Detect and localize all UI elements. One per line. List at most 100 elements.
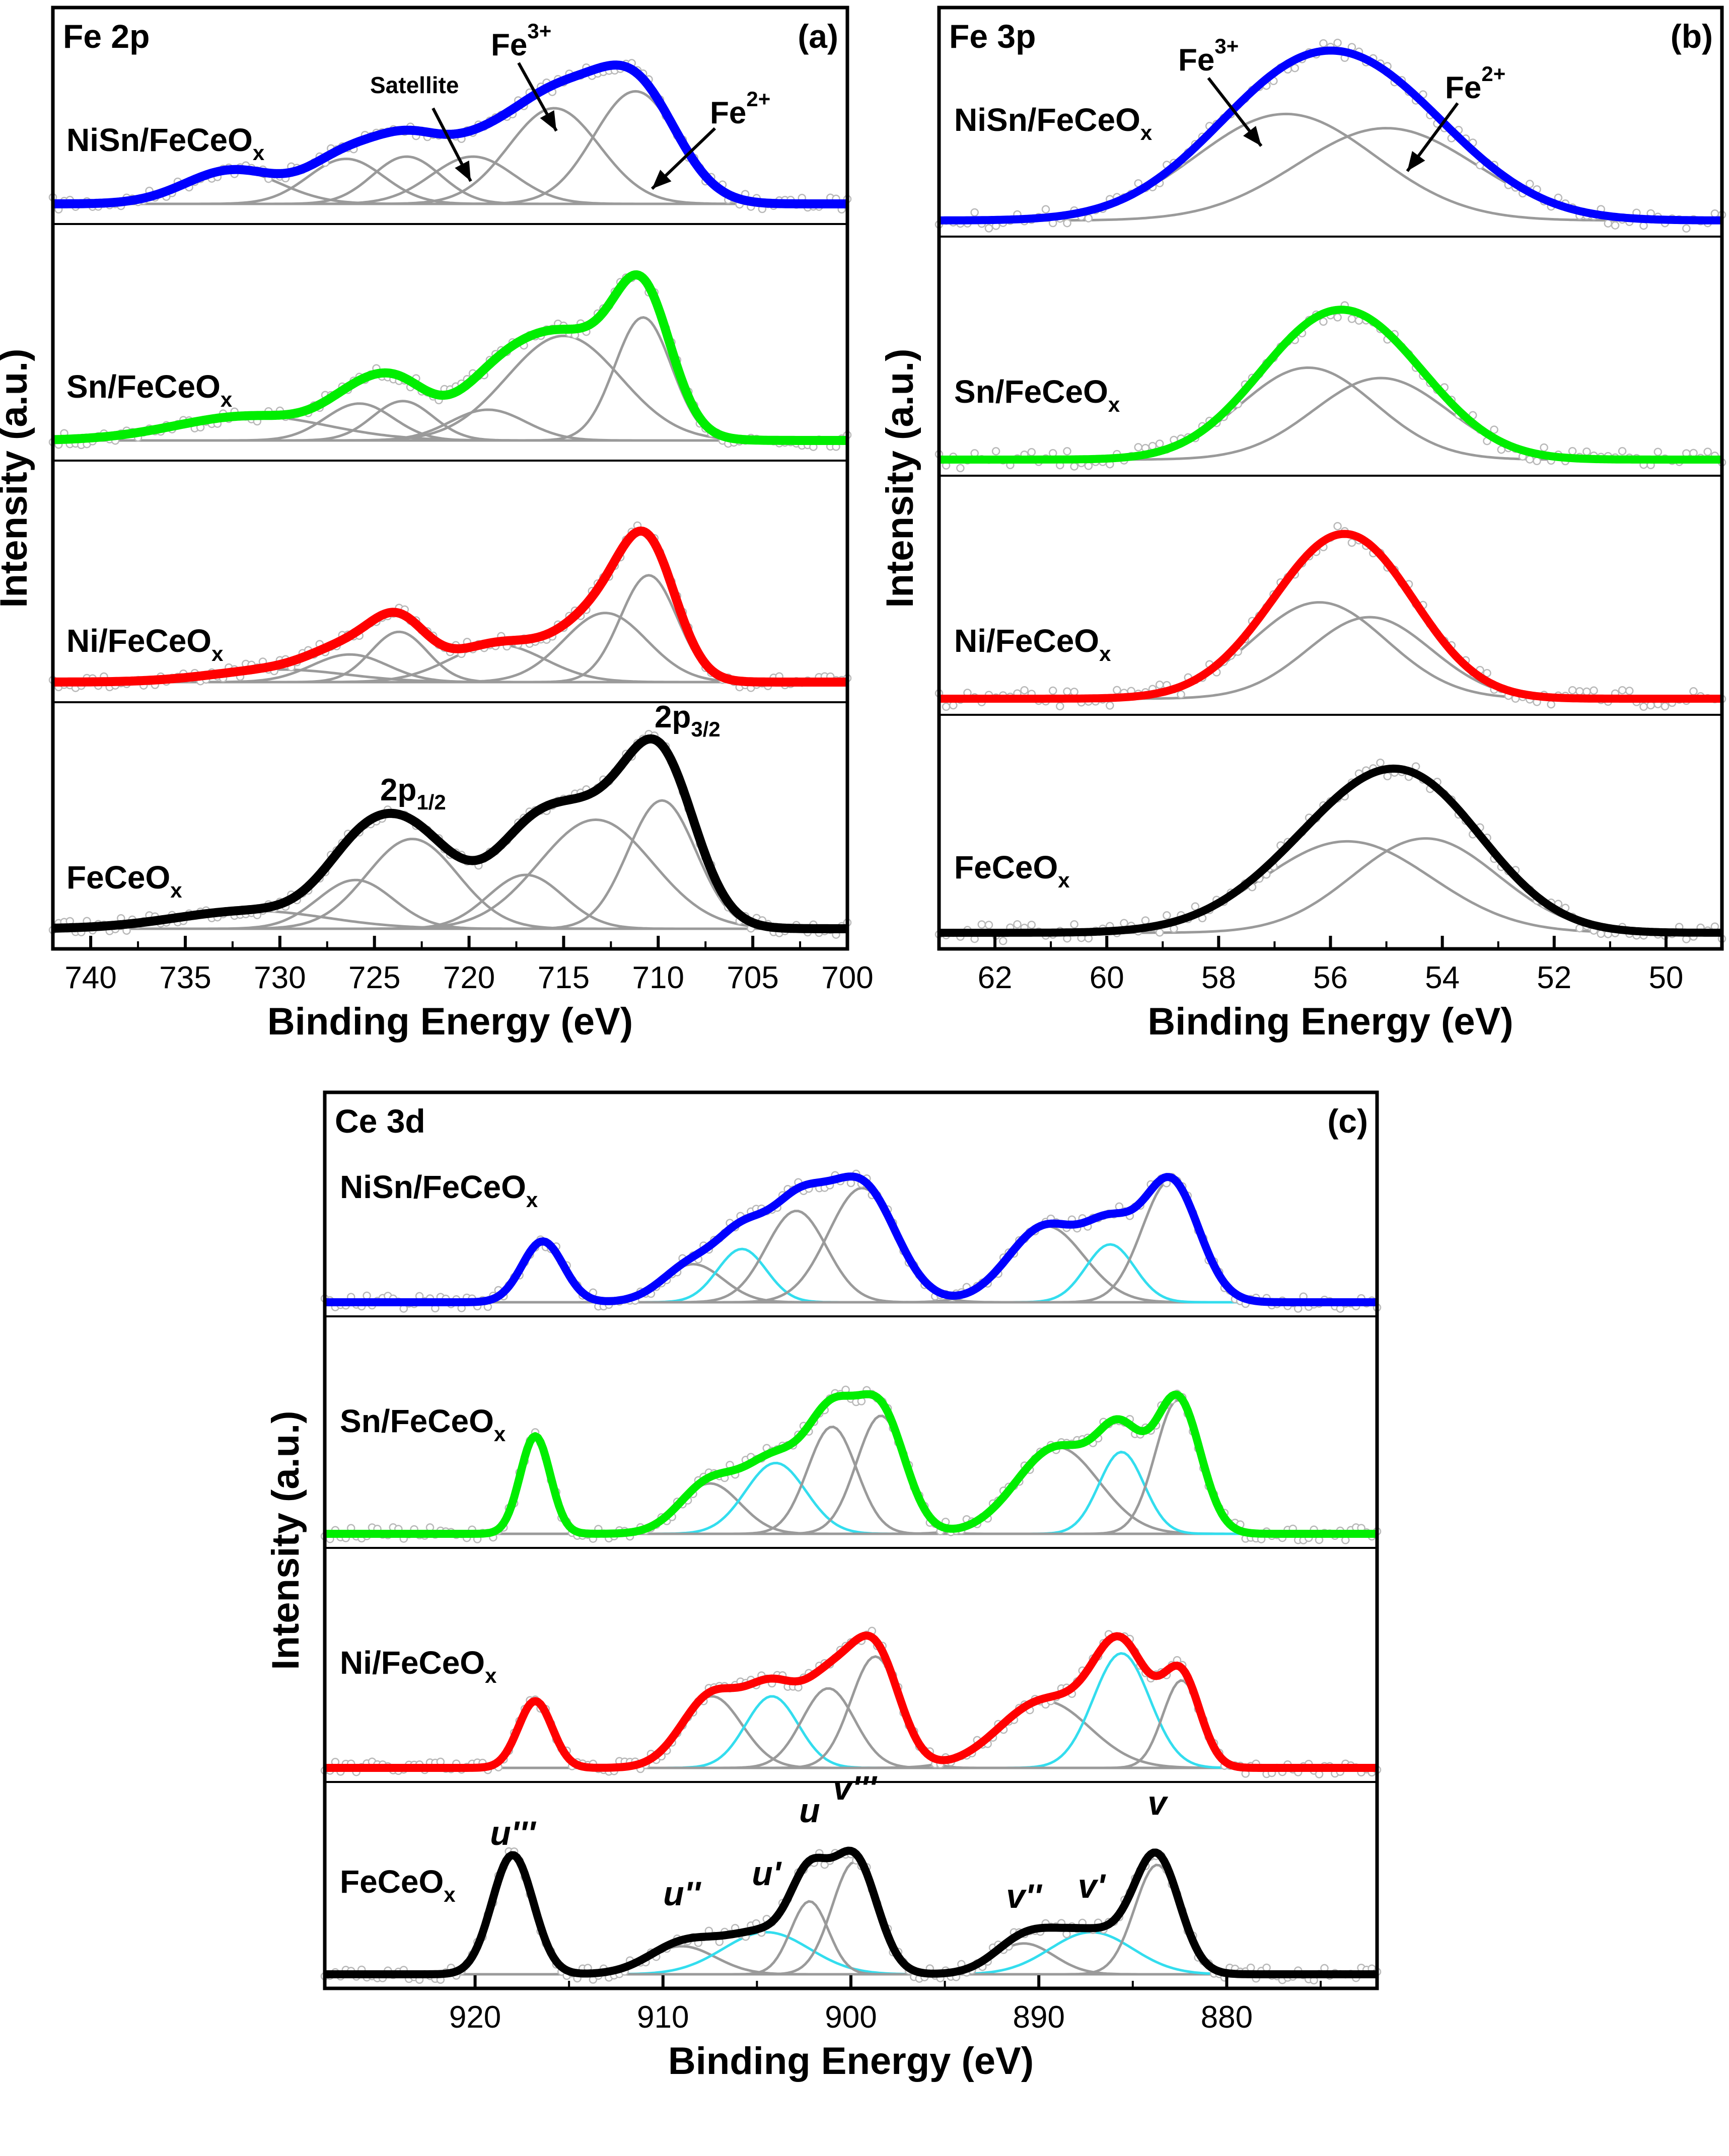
fit-envelope	[323, 1390, 1379, 1538]
x-axis-label: Binding Energy (eV)	[267, 1000, 633, 1043]
series-sn-feceox: Sn/FeCeOx	[934, 301, 1726, 473]
component-peak	[325, 1461, 1377, 1535]
data-point	[1141, 916, 1150, 925]
panel-title: Fe 3p	[949, 18, 1036, 55]
data-point	[363, 1291, 371, 1300]
data-point	[1177, 690, 1185, 699]
data-point	[1618, 686, 1627, 695]
data-point	[1020, 686, 1029, 695]
data-point	[1084, 462, 1093, 470]
component-peak	[325, 1861, 1377, 1976]
data-point	[1376, 758, 1385, 767]
fit-envelope	[50, 60, 850, 208]
series-nisn-feceox: NiSn/FeCeOx	[934, 38, 1726, 233]
series-sn-feceox: Sn/FeCeOx	[320, 1385, 1382, 1544]
annotation-fe2plus: Fe2+	[1445, 62, 1505, 105]
data-point	[1347, 315, 1356, 323]
peak-label-4: u	[799, 1792, 820, 1830]
series-label: Sn/FeCeOx	[954, 374, 1120, 416]
peak-label-8: v	[1147, 1784, 1168, 1822]
x-tick-label: 715	[538, 960, 590, 995]
x-tick-label: 54	[1425, 960, 1460, 995]
x-tick-label: 910	[637, 2000, 689, 2035]
peak-label-1: u'''	[490, 1814, 537, 1852]
panel-label: (a)	[798, 18, 838, 55]
arrow-head	[1407, 151, 1425, 171]
x-tick-label: 725	[348, 960, 400, 995]
fit-envelope	[50, 270, 850, 445]
data-point	[1048, 686, 1057, 695]
data-point	[1604, 219, 1613, 228]
fit-envelope	[936, 46, 1724, 225]
fit-envelope	[936, 530, 1724, 703]
annotation-fe3plus: Fe3+	[491, 19, 551, 62]
data-point	[1155, 439, 1164, 448]
arrow-head	[652, 170, 672, 189]
data-point	[1646, 701, 1655, 710]
data-point	[1582, 447, 1591, 456]
annotation-satellite: Satellite	[370, 72, 459, 98]
series-label: Ni/FeCeOx	[954, 623, 1111, 665]
data-point	[1333, 522, 1342, 531]
data-point	[1611, 221, 1620, 230]
x-tick-label: 730	[254, 960, 306, 995]
x-tick-label: 50	[1648, 960, 1683, 995]
x-tick-label: 60	[1090, 960, 1124, 995]
data-point	[1682, 224, 1691, 233]
series-feceox: FeCeOx	[320, 1846, 1382, 1985]
x-tick-label: 705	[727, 960, 778, 995]
data-point	[1582, 687, 1591, 696]
data-point	[1027, 920, 1036, 929]
panel-c-ce3d: NiSn/FeCeOx Sn/FeCeOx Ni/FeCeOx FeCeOx 920 91…	[264, 1090, 1382, 2083]
data-point	[1063, 218, 1071, 228]
data-point	[1710, 209, 1719, 218]
component-peak	[325, 1450, 1377, 1535]
fit-envelope	[323, 1846, 1379, 1978]
series-nisn-feceox: NiSn/FeCeOx	[48, 59, 852, 214]
x-tick-label: 710	[632, 960, 684, 995]
series-label: Sn/FeCeOx	[66, 368, 233, 411]
x-tick-label: 740	[64, 960, 116, 995]
raw-data-points	[48, 521, 852, 692]
fit-envelope	[50, 734, 850, 933]
series-ni-feceox: Ni/FeCeOx	[48, 521, 852, 692]
series-label: Ni/FeCeOx	[340, 1645, 497, 1687]
component-peak	[325, 1225, 1377, 1304]
data-point	[1703, 448, 1712, 456]
raw-data-points	[934, 522, 1726, 711]
panel-b-fe3p: NiSn/FeCeOx Sn/FeCeOx Ni/FeCeOx FeCeOx 62 60 5…	[879, 6, 1726, 1043]
annotation-2p-half: 2p1/2	[380, 773, 446, 814]
series-ni-feceox: Ni/FeCeOx	[934, 522, 1726, 711]
data-point	[1639, 221, 1648, 230]
fit-envelope	[323, 1172, 1379, 1306]
data-point	[1319, 39, 1328, 48]
data-point	[1084, 214, 1093, 222]
series-label: FeCeOx	[340, 1864, 456, 1906]
x-axis-label: Binding Energy (eV)	[1147, 1000, 1513, 1043]
x-tick-label: 62	[978, 960, 1013, 995]
data-point	[1106, 701, 1114, 710]
annotation-fe3plus: Fe3+	[1178, 34, 1239, 78]
data-point	[1155, 681, 1164, 689]
panel-label: (c)	[1327, 1102, 1368, 1140]
panel-title: Fe 2p	[63, 18, 150, 55]
series-label: FeCeOx	[954, 849, 1070, 892]
data-point	[1155, 928, 1164, 937]
series-nisn-feceox: NiSn/FeCeOx	[320, 1169, 1382, 1313]
raw-data-points	[320, 1847, 1382, 1985]
data-point	[942, 702, 951, 711]
panel-label: (b)	[1671, 18, 1713, 55]
data-point	[949, 701, 958, 710]
x-tick-label: 52	[1537, 960, 1571, 995]
data-point	[1070, 920, 1078, 929]
data-point	[1163, 911, 1171, 920]
data-point	[1568, 447, 1577, 456]
data-point	[1490, 425, 1498, 434]
data-point	[1113, 686, 1121, 695]
peak-label-2: u''	[663, 1875, 702, 1913]
arrow-head	[540, 110, 556, 131]
data-point	[1639, 702, 1648, 711]
series-label: Ni/FeCeOx	[66, 623, 224, 665]
data-point	[1653, 448, 1663, 456]
